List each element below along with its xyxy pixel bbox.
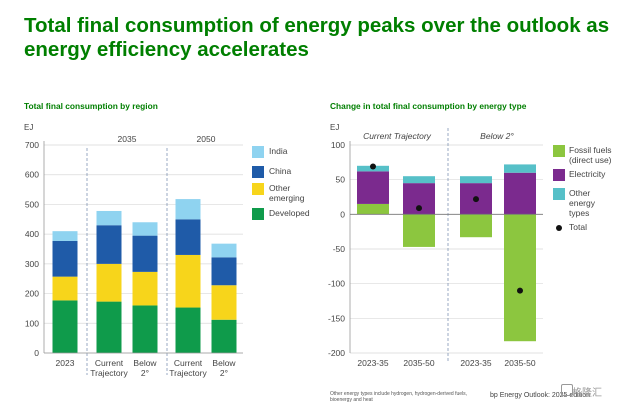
left-legend-label: China bbox=[269, 166, 291, 176]
left-y-tick: 0 bbox=[34, 348, 39, 358]
right-legend-label: energy bbox=[569, 198, 596, 208]
chart-title: Total final consumption of energy peaks … bbox=[24, 14, 610, 61]
right-chart-subtitle: Change in total final consumption by ene… bbox=[330, 101, 527, 111]
right-bar-segment bbox=[504, 172, 536, 215]
left-legend-label: India bbox=[269, 146, 288, 156]
left-x-tick: Current bbox=[174, 358, 203, 368]
left-y-tick: 600 bbox=[25, 170, 39, 180]
left-period-label: 2035 bbox=[118, 134, 137, 144]
left-unit-label: EJ bbox=[24, 123, 33, 132]
left-bar-segment bbox=[175, 307, 201, 353]
left-bar-segment bbox=[96, 225, 122, 264]
right-x-tick: 2035-50 bbox=[504, 358, 535, 368]
left-period-label: 2050 bbox=[197, 134, 216, 144]
left-legend-swatch bbox=[252, 166, 264, 178]
watermark-icon bbox=[561, 384, 573, 396]
right-legend-label: types bbox=[569, 208, 589, 218]
left-bar-segment bbox=[52, 231, 78, 241]
right-x-tick: 2023-35 bbox=[357, 358, 388, 368]
left-y-tick: 300 bbox=[25, 259, 39, 269]
left-y-tick: 500 bbox=[25, 199, 39, 209]
left-x-tick: Trajectory bbox=[169, 368, 207, 378]
left-x-tick: Below bbox=[212, 358, 236, 368]
left-bar-segment bbox=[96, 263, 122, 302]
left-x-tick: Current bbox=[95, 358, 124, 368]
right-legend-dot bbox=[556, 225, 562, 231]
watermark: 格隆汇 bbox=[572, 388, 602, 399]
right-x-tick: 2023-35 bbox=[460, 358, 491, 368]
left-bar-segment bbox=[96, 210, 122, 226]
right-y-tick: 50 bbox=[336, 175, 346, 185]
left-bar-segment bbox=[132, 222, 158, 236]
right-legend-label: Other bbox=[569, 188, 590, 198]
left-chart-subtitle: Total final consumption by region bbox=[24, 101, 158, 111]
right-bar-segment bbox=[460, 214, 492, 238]
left-x-tick: 2023 bbox=[56, 358, 75, 368]
right-legend-label: (direct use) bbox=[569, 155, 612, 165]
left-x-tick: 2° bbox=[220, 368, 228, 378]
right-bar-segment bbox=[357, 203, 389, 215]
left-legend-swatch bbox=[252, 146, 264, 158]
left-bar-segment bbox=[211, 243, 237, 258]
right-scenario-label: Current Trajectory bbox=[363, 131, 432, 141]
right-y-tick: -50 bbox=[333, 244, 346, 254]
right-legend-label: Total bbox=[569, 222, 587, 232]
right-y-tick: 100 bbox=[331, 140, 345, 150]
left-x-tick: Trajectory bbox=[90, 368, 128, 378]
left-bar-segment bbox=[175, 219, 201, 255]
left-bar-segment bbox=[52, 276, 78, 301]
footnote: Other energy types include hydrogen, hyd… bbox=[330, 391, 468, 403]
right-y-tick: -150 bbox=[328, 313, 345, 323]
right-legend-label: Electricity bbox=[569, 169, 606, 179]
right-legend-swatch bbox=[553, 169, 565, 181]
left-bar-segment bbox=[52, 240, 78, 277]
right-total-marker bbox=[416, 205, 422, 212]
source-label: bp Energy Outlook: 2025 edition bbox=[490, 392, 591, 399]
right-bar-segment bbox=[403, 176, 435, 184]
right-y-tick: 0 bbox=[340, 209, 345, 219]
left-bar-segment bbox=[175, 254, 201, 308]
left-bar-segment bbox=[52, 300, 78, 353]
left-legend-swatch bbox=[252, 183, 264, 195]
right-bar-segment bbox=[504, 214, 536, 342]
right-total-marker bbox=[370, 163, 376, 170]
right-bar-segment bbox=[504, 164, 536, 173]
left-bar-segment bbox=[132, 271, 158, 306]
left-bar-segment bbox=[211, 319, 237, 353]
left-x-tick: 2° bbox=[141, 368, 149, 378]
right-x-tick: 2035-50 bbox=[403, 358, 434, 368]
right-legend-swatch bbox=[553, 188, 565, 200]
right-total-marker bbox=[517, 287, 523, 294]
left-bar-segment bbox=[132, 235, 158, 272]
right-legend-swatch bbox=[553, 145, 565, 157]
left-legend-label: Other bbox=[269, 183, 290, 193]
left-y-tick: 200 bbox=[25, 289, 39, 299]
left-bar-segment bbox=[211, 257, 237, 286]
left-bar-segment bbox=[96, 301, 122, 353]
left-bar-segment bbox=[175, 199, 201, 220]
right-scenario-label: Below 2° bbox=[480, 131, 514, 141]
left-legend-swatch bbox=[252, 208, 264, 220]
left-x-tick: Below bbox=[133, 358, 157, 368]
right-legend-label: Fossil fuels bbox=[569, 145, 612, 155]
left-y-tick: 400 bbox=[25, 229, 39, 239]
right-unit-label: EJ bbox=[330, 123, 339, 132]
left-legend-label: Developed bbox=[269, 208, 310, 218]
left-y-tick: 100 bbox=[25, 318, 39, 328]
right-y-tick: -200 bbox=[328, 348, 345, 358]
right-bar-segment bbox=[357, 171, 389, 204]
right-bar-segment bbox=[403, 214, 435, 247]
left-bar-segment bbox=[211, 285, 237, 320]
left-legend-label: emerging bbox=[269, 193, 305, 203]
right-total-marker bbox=[473, 196, 479, 203]
right-y-tick: -100 bbox=[328, 279, 345, 289]
right-bar-segment bbox=[460, 176, 492, 184]
left-y-tick: 700 bbox=[25, 140, 39, 150]
left-bar-segment bbox=[132, 305, 158, 353]
